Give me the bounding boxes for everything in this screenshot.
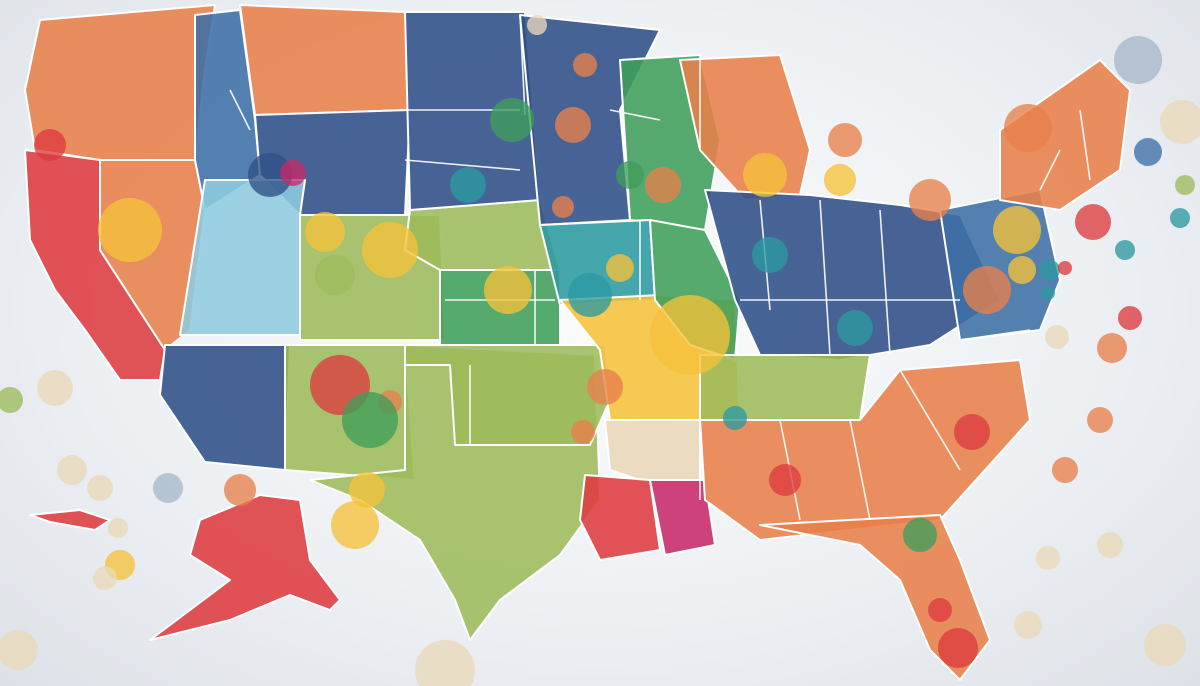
- circle-marker: [0, 630, 38, 670]
- circle-marker: [645, 167, 681, 203]
- circle-marker: [837, 310, 873, 346]
- circle-marker: [752, 237, 788, 273]
- circle-marker: [1052, 457, 1078, 483]
- state-border: [959, 329, 1031, 341]
- circle-marker: [909, 179, 951, 221]
- circle-marker: [315, 255, 355, 295]
- region-tennessee: [699, 354, 871, 421]
- circle-marker: [587, 369, 623, 405]
- state-border: [299, 179, 306, 216]
- circle-marker: [34, 129, 66, 161]
- circle-marker: [938, 628, 978, 668]
- circle-marker: [568, 273, 612, 317]
- region-alaska: [149, 494, 341, 641]
- state-border: [1079, 109, 1091, 181]
- circle-marker: [769, 464, 801, 496]
- circle-marker: [248, 153, 292, 197]
- circle-marker: [1004, 104, 1052, 152]
- circle-marker: [1036, 546, 1060, 570]
- state-border: [519, 14, 526, 116]
- circle-marker: [555, 107, 591, 143]
- regions-layer: [24, 4, 1131, 681]
- circle-marker: [616, 161, 644, 189]
- circle-marker: [1045, 325, 1069, 349]
- circle-marker: [349, 472, 385, 508]
- circle-marker: [342, 392, 398, 448]
- circle-marker: [743, 153, 787, 197]
- state-border: [849, 419, 871, 521]
- region-new-england: [999, 59, 1131, 211]
- circle-marker: [1014, 611, 1042, 639]
- state-border: [229, 89, 251, 131]
- circle-marker: [552, 196, 574, 218]
- circle-marker: [963, 266, 1011, 314]
- circle-marker: [1134, 138, 1162, 166]
- region-arkansas: [604, 419, 701, 481]
- region-mississippi: [649, 479, 716, 556]
- circle-marker: [1097, 333, 1127, 363]
- region-nebraska: [404, 199, 561, 271]
- circle-marker: [993, 206, 1041, 254]
- circle-marker: [153, 473, 183, 503]
- circle-marker: [1118, 306, 1142, 330]
- circle-marker: [93, 566, 117, 590]
- circle-marker: [1097, 532, 1123, 558]
- circle-marker: [1075, 204, 1111, 240]
- circle-marker: [723, 406, 747, 430]
- circle-marker: [0, 387, 23, 413]
- circle-marker: [87, 475, 113, 501]
- circle-marker: [1114, 36, 1162, 84]
- circle-marker: [1087, 407, 1113, 433]
- circle-marker: [954, 414, 990, 450]
- circle-marker: [1160, 100, 1200, 144]
- circle-marker: [606, 254, 634, 282]
- circle-markers: [0, 15, 1200, 686]
- circle-marker: [650, 295, 730, 375]
- circle-marker: [824, 164, 856, 196]
- circle-marker: [490, 98, 534, 142]
- circle-marker: [928, 598, 952, 622]
- circle-marker: [903, 518, 937, 552]
- circle-marker: [1170, 208, 1190, 228]
- state-border: [879, 209, 891, 356]
- circle-marker: [362, 222, 418, 278]
- circle-marker: [1040, 260, 1060, 280]
- circle-marker: [484, 266, 532, 314]
- circle-marker: [1041, 286, 1055, 300]
- state-border: [1039, 149, 1061, 191]
- circle-marker: [98, 198, 162, 262]
- state-border: [404, 159, 521, 171]
- circle-marker: [450, 167, 486, 203]
- state-border: [899, 369, 961, 471]
- circle-marker: [224, 474, 256, 506]
- circle-marker: [415, 640, 475, 686]
- region-montana: [239, 4, 411, 116]
- circle-marker: [1008, 256, 1036, 284]
- circle-marker: [108, 518, 128, 538]
- region-arizona: [159, 344, 291, 471]
- circle-marker: [1058, 261, 1072, 275]
- circle-marker: [280, 160, 306, 186]
- circle-marker: [828, 123, 862, 157]
- circle-marker: [571, 420, 595, 444]
- circle-marker: [305, 212, 345, 252]
- circle-marker: [331, 501, 379, 549]
- state-border: [609, 109, 661, 121]
- circle-marker: [527, 15, 547, 35]
- circle-marker: [57, 455, 87, 485]
- circle-marker: [1144, 624, 1186, 666]
- region-florida: [759, 514, 991, 681]
- circle-marker: [1175, 175, 1195, 195]
- circle-marker: [1115, 240, 1135, 260]
- region-louisiana: [579, 474, 661, 561]
- circle-marker: [573, 53, 597, 77]
- state-border: [819, 199, 831, 356]
- circle-marker: [37, 370, 73, 406]
- region-hawaii: [29, 509, 111, 531]
